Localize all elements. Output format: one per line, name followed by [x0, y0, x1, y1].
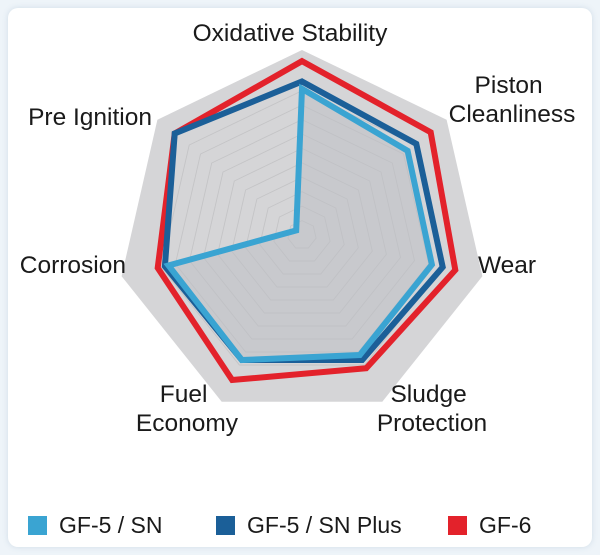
- axis-label-piston-cleanliness: Piston Cleanliness: [449, 72, 576, 128]
- legend-label-gf5-sn-plus: GF-5 / SN Plus: [247, 511, 402, 538]
- axis-label-pre-ignition: Pre Ignition: [28, 104, 152, 131]
- legend-item-gf5-sn-plus: GF-5 / SN Plus: [216, 508, 402, 542]
- legend-swatch-gf6: [448, 515, 467, 535]
- radar-chart: Oxidative Stability Piston Cleanliness W…: [20, 20, 576, 437]
- axis-label-wear: Wear: [478, 252, 536, 279]
- legend-item-gf5-sn: GF-5 / SN: [28, 508, 163, 542]
- axis-label-oxidative-stability: Oxidative Stability: [193, 20, 388, 47]
- axis-label-sludge-protection: Sludge Protection: [377, 381, 487, 437]
- axis-label-corrosion: Corrosion: [20, 252, 126, 279]
- legend-swatch-gf5-sn-plus: [216, 515, 235, 535]
- axis-label-fuel-economy: Fuel Economy: [136, 381, 239, 437]
- legend-label-gf6: GF-6: [479, 511, 532, 538]
- legend: GF-5 / SN GF-5 / SN Plus GF-6: [0, 508, 600, 542]
- legend-label-gf5-sn: GF-5 / SN: [59, 511, 163, 538]
- series-gf5-sn-line: [163, 83, 436, 364]
- series-gf5-sn-area: [168, 88, 432, 361]
- legend-swatch-gf5-sn: [28, 515, 47, 535]
- legend-item-gf6: GF-6: [448, 508, 531, 542]
